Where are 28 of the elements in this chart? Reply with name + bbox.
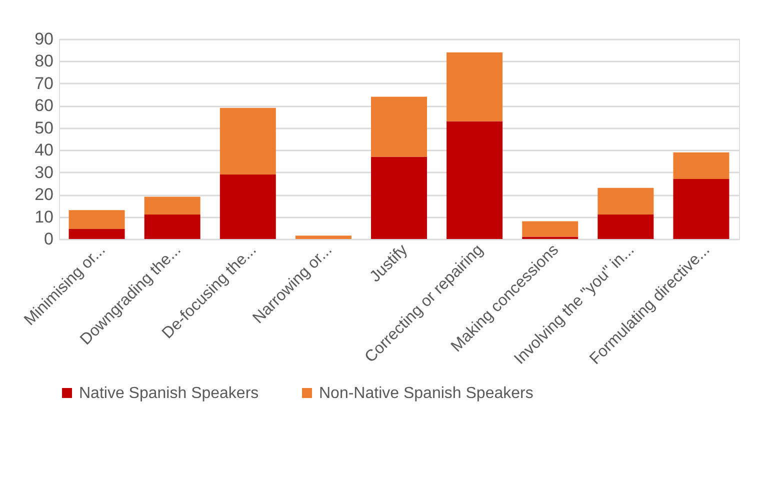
bar [446,121,503,239]
bar [371,96,427,157]
y-tick-label: 40 [34,140,54,160]
bar [144,214,200,239]
bar [295,236,352,239]
bar [598,188,654,215]
legend-label: Native Spanish Speakers [79,385,259,402]
y-tick-label: 50 [34,118,54,138]
y-tick-label: 70 [34,74,54,93]
y-tick-label: 0 [44,230,54,248]
bar [68,210,125,229]
y-tick-label: 10 [34,207,54,226]
bar [673,152,730,179]
y-tick-label: 80 [34,52,54,71]
bar [598,214,654,239]
bar [144,196,200,215]
bar [220,174,276,239]
y-tick-label: 30 [34,162,54,182]
bar [220,108,276,175]
y-tick-label: 90 [34,30,54,48]
y-tick-label: 60 [34,96,54,116]
bar [68,229,125,239]
y-tick-label: 20 [34,185,54,204]
bar [522,221,578,237]
bar [371,156,427,239]
legend-label: Non-Native Spanish Speakers [319,385,534,402]
bar [673,179,730,239]
bar [446,52,503,122]
